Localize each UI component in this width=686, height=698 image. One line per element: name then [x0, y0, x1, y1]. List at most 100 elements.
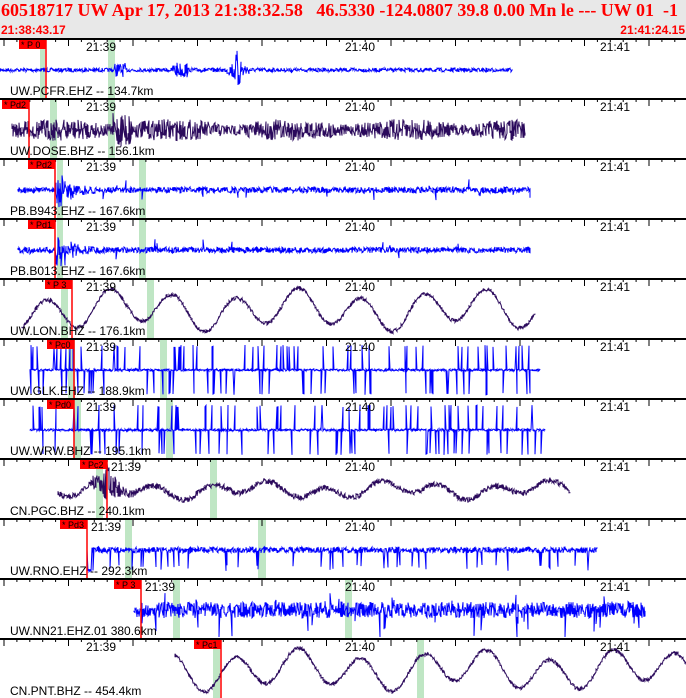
station-label: PB.B013.EHZ -- 167.6km	[10, 264, 145, 278]
time-label: 21:41	[600, 160, 630, 174]
seismogram-trace	[86, 545, 598, 574]
phase-window-band	[139, 158, 146, 218]
time-label: 21:40	[345, 160, 375, 174]
pick-label: * P 0	[21, 40, 40, 50]
trace-row[interactable]: * Pd2 21:39 21:40 21:41 UW.DOSE.BHZ -- 156.1…	[0, 98, 686, 158]
pick-flag[interactable]	[80, 460, 107, 469]
time-label: 21:41	[600, 640, 630, 654]
phase-window-band	[147, 278, 154, 338]
phase-window-band	[160, 338, 167, 398]
station-label: UW.LON.BHZ -- 176.1km	[10, 324, 145, 338]
time-axis-ticks	[3, 458, 676, 466]
trace-row[interactable]: * Pd1 21:39 21:40 21:41 PB.B013.EHZ -- 167.6…	[0, 218, 686, 278]
time-label: 21:39	[86, 220, 116, 234]
pick-flag[interactable]	[28, 220, 55, 229]
time-label: 21:40	[345, 400, 375, 414]
pick-flag[interactable]	[47, 400, 74, 409]
pick-flag[interactable]	[28, 160, 55, 169]
pick-flag[interactable]	[194, 640, 221, 649]
station-label: PB.B943.EHZ -- 167.6km	[10, 204, 145, 218]
seismogram-trace	[0, 50, 513, 86]
time-label: 21:41	[600, 580, 630, 594]
pick-label: * Pd2	[4, 100, 26, 110]
phase-window-band	[68, 338, 75, 398]
trace-row[interactable]: * Pd2 21:39 21:40 21:41 PB.B943.EHZ -- 167.6…	[0, 158, 686, 218]
waveform-panel[interactable]: * P 0 21:39 21:40 21:41 UW.PCFR.EHZ -- 134.7…	[0, 38, 686, 698]
time-label: 21:40	[345, 580, 375, 594]
seismogram-trace	[21, 285, 536, 336]
window-end-time: 21:41:24.15	[620, 23, 685, 37]
seismogram-trace	[17, 237, 531, 267]
trace-row[interactable]: * Pc2 21:39 21:40 21:41 CN.PGC.BHZ -- 240.1k…	[0, 458, 686, 518]
pick-flag[interactable]	[19, 40, 46, 49]
station-label: UW.RNO.EHZ -- 292.3km	[10, 564, 147, 578]
trace-row[interactable]: * P 3 21:39 21:40 21:41 UW.LON.BHZ -- 176.1k…	[0, 278, 686, 338]
phase-window-band	[258, 518, 266, 578]
time-label: 21:41	[600, 280, 630, 294]
trace-row[interactable]: * Pd3 21:39 21:40 21:41 UW.RNO.EHZ -- 292.3k…	[0, 518, 686, 578]
pick-flag[interactable]	[47, 340, 74, 349]
trace-row[interactable]: * P 0 21:39 21:40 21:41 UW.PCFR.EHZ -- 134.7…	[0, 38, 686, 98]
station-label: UW.WRW.BHZ -- 195.1km	[10, 444, 151, 458]
station-label: UW.DOSE.BHZ -- 156.1km	[10, 144, 155, 158]
time-label: 21:41	[600, 460, 630, 474]
time-axis-ticks	[3, 638, 676, 646]
seismogram-trace	[17, 175, 531, 208]
time-label: 21:39	[86, 160, 116, 174]
time-axis-ticks	[3, 158, 676, 166]
pick-label: * P 3	[47, 280, 66, 290]
pick-label: * Pd2	[30, 160, 52, 170]
time-label: 21:40	[345, 460, 375, 474]
time-axis-ticks	[3, 578, 676, 586]
time-label: 21:41	[600, 40, 630, 54]
pick-flag[interactable]	[2, 100, 29, 109]
pick-label: * Pc1	[196, 640, 218, 650]
trace-row[interactable]: * Pc1 21:39 21:40 21:41 CN.PNT.BHZ -- 454.4k…	[0, 638, 686, 698]
pick-flag[interactable]	[60, 520, 87, 529]
time-axis-ticks	[3, 338, 676, 346]
time-label: 21:39	[91, 520, 121, 534]
trace-row[interactable]: * Pd0 21:39 21:40 21:41 UW.WRW.BHZ -- 195.1k…	[0, 398, 686, 458]
time-axis-ticks	[3, 218, 676, 226]
time-label: 21:41	[600, 520, 630, 534]
window-start-time: 21:38:43.17	[1, 23, 66, 37]
station-label: CN.PNT.BHZ -- 454.4km	[10, 684, 141, 698]
time-axis-ticks	[3, 38, 676, 46]
time-label: 21:40	[345, 220, 375, 234]
phase-window-band	[61, 278, 68, 338]
station-label: UW.PCFR.EHZ -- 134.7km	[10, 84, 153, 98]
time-label: 21:41	[600, 100, 630, 114]
time-label: 21:40	[345, 640, 375, 654]
seismogram-trace	[174, 646, 686, 695]
phase-window-band	[210, 458, 217, 518]
pick-label: * Pd1	[30, 220, 52, 230]
time-label: 21:39	[86, 400, 116, 414]
pick-flag[interactable]	[114, 580, 141, 589]
time-label: 21:41	[600, 340, 630, 354]
seismogram-trace	[29, 344, 541, 396]
phase-window-band	[40, 38, 45, 98]
seismogram-trace	[29, 403, 546, 455]
phase-window-band	[139, 218, 146, 278]
pick-flag[interactable]	[45, 280, 72, 289]
time-label: 21:39	[86, 40, 116, 54]
seismogram-trace	[133, 593, 646, 638]
time-label: 21:40	[345, 520, 375, 534]
station-label: CN.PGC.BHZ -- 240.1km	[10, 504, 145, 518]
pick-label: * P 3	[116, 580, 135, 590]
time-label: 21:41	[600, 220, 630, 234]
phase-window-band	[417, 638, 424, 698]
trace-row[interactable]: * P 3 21:39 21:40 21:41 UW.NN21.EHZ.01 380.6…	[0, 578, 686, 638]
station-label: UW.GLK.EHZ -- 188.9km	[10, 384, 145, 398]
trace-row[interactable]: * Pc0 21:39 21:40 21:41 UW.GLK.EHZ -- 188.9k…	[0, 338, 686, 398]
station-label: UW.NN21.EHZ.01 380.6km	[10, 624, 157, 638]
time-label: 21:41	[600, 400, 630, 414]
seismogram-trace	[57, 463, 571, 503]
time-label: 21:39	[145, 580, 175, 594]
pick-label: * Pd0	[49, 400, 71, 410]
phase-window-band	[213, 638, 220, 698]
time-label: 21:40	[345, 280, 375, 294]
time-label: 21:39	[86, 640, 116, 654]
time-label: 21:40	[345, 100, 375, 114]
seismogram-trace	[11, 113, 526, 147]
